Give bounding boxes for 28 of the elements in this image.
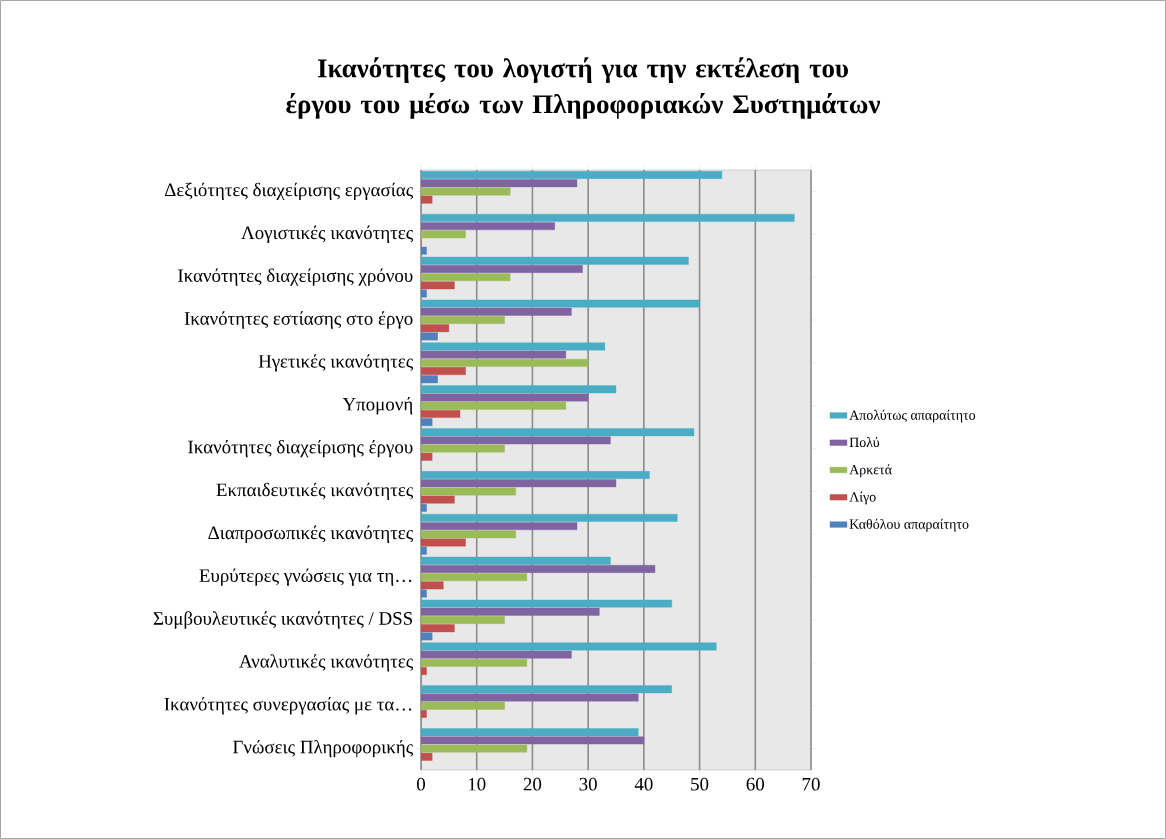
legend-label: Καθόλου απαραίτητο: [849, 518, 969, 532]
x-tick-label: 20: [523, 777, 542, 791]
x-tick-label: 30: [579, 777, 597, 791]
legend-label: Απολύτως απαραίτητο: [849, 409, 976, 423]
y-tick-label: Ηγετικές ικανότητες: [258, 354, 414, 372]
y-tick-label: Ικανότητες διαχείρισης έργου: [188, 439, 413, 458]
y-tick-label: Εκπαιδευτικές ικανότητες: [216, 482, 414, 501]
x-tick-label: 70: [802, 777, 820, 791]
legend-label: Λίγο: [849, 491, 876, 505]
y-tick-label: Συμβουλευτικές ικανότητες / DSS: [153, 611, 413, 629]
chart-title: Ικανότητες του λογιστή για την εκτέλεση του έργου του μέσω των Πληροφοριακών Συστημάτων: [286, 57, 881, 119]
legend-label: Πολύ: [849, 437, 880, 448]
x-tick-label: 60: [746, 777, 765, 791]
x-tick-label: 40: [634, 777, 653, 791]
y-tick-label: Διαπροσωπικές ικανότητες: [208, 525, 414, 543]
y-tick-label: Ικανότητες διαχείρισης χρόνου: [178, 268, 413, 286]
legend-label: Αρκετά: [849, 464, 892, 478]
y-tick-label: Γνώσεις Πληροφορικής: [232, 739, 414, 758]
y-tick-label: Δεξιότητες διαχείρισης εργασίας: [164, 182, 414, 201]
y-tick-label: Ικανότητες συνεργασίας με τα…: [164, 697, 412, 715]
x-tick-label: 0: [416, 777, 425, 791]
x-tick-label: 50: [691, 777, 709, 791]
x-tick-label: 10: [468, 777, 486, 791]
y-tick-label: Αναλυτικές ικανότητες: [239, 654, 414, 672]
y-tick-label: Ικανότητες εστίασης στο έργο: [184, 311, 413, 329]
y-tick-label: Ευρύτερες γνώσεις για τη…: [199, 568, 412, 586]
y-tick-label: Υπομονή: [342, 397, 413, 415]
y-tick-label: Λογιστικές ικανότητες: [241, 225, 414, 243]
